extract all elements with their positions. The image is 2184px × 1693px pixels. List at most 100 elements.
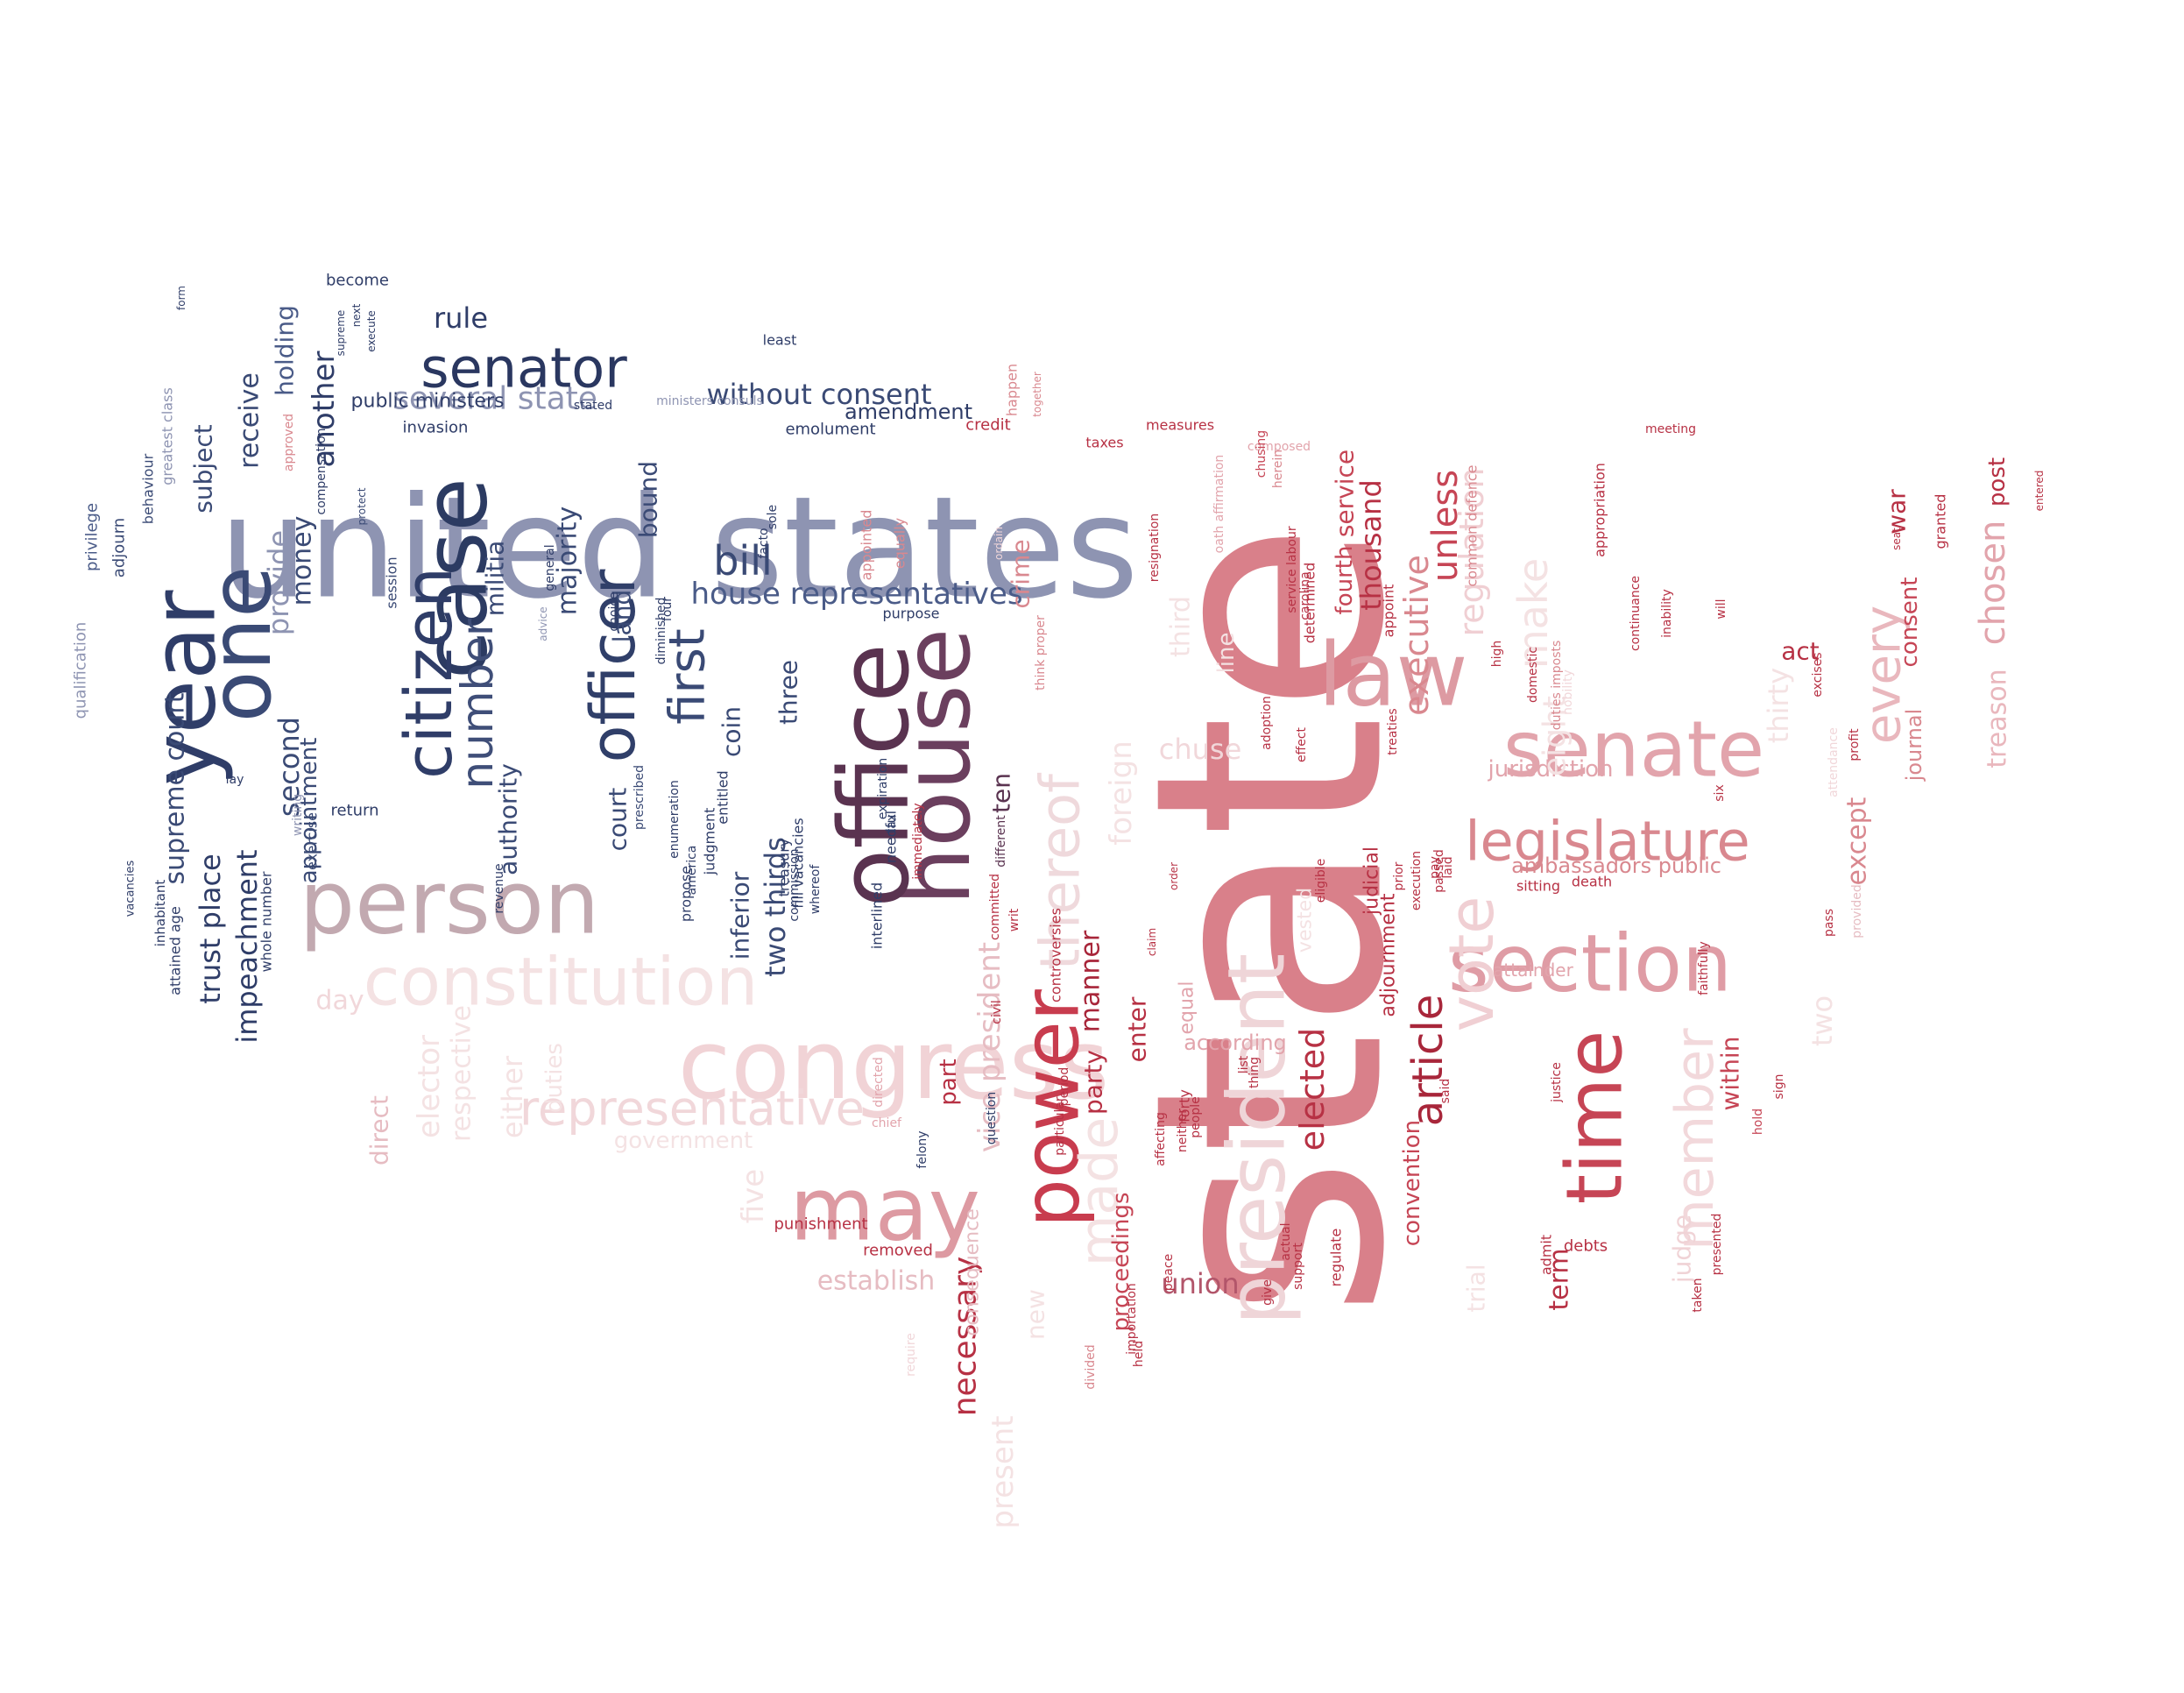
word-equally: equally [892, 518, 908, 569]
word-people: people [1189, 1096, 1203, 1137]
word-provide: provide [262, 530, 295, 635]
word-duties-imposts: duties imposts [1550, 641, 1564, 731]
word-power: power [1007, 988, 1097, 1228]
word-three: three [774, 660, 803, 725]
word-unless: unless [1425, 470, 1466, 582]
word-article: article [1403, 995, 1452, 1127]
word-interlined: interlined [869, 882, 886, 949]
word-line: line [1213, 633, 1240, 674]
word-treaties: treaties [1386, 708, 1400, 754]
word-senator: senator [421, 336, 627, 400]
word-receive: receive [235, 372, 265, 469]
word-respective: respective [447, 1005, 477, 1142]
word-six: six [1713, 784, 1727, 801]
word-approved: approved [282, 414, 296, 471]
word-measures: measures [1146, 417, 1214, 434]
word-judicial: judicial [1361, 846, 1383, 916]
word-according: according [1184, 1031, 1287, 1055]
word-said: said [1438, 1079, 1452, 1104]
word-vice-president: vice president [972, 942, 1007, 1152]
word-facto: facto [757, 528, 771, 558]
word-jurisdiction: jurisdiction [1488, 756, 1614, 783]
word-first: first [660, 628, 717, 724]
word-happen: happen [1004, 364, 1021, 416]
word-may: may [789, 1158, 980, 1261]
word-nobility: nobility [1561, 669, 1575, 715]
word-adjournment: adjournment [1378, 893, 1400, 1017]
word-elector: elector [412, 1035, 447, 1138]
word-hold: hold [1751, 1109, 1765, 1135]
word-thing: thing [1247, 1057, 1262, 1088]
word-laid: laid [1441, 856, 1455, 878]
word-subject: subject [189, 424, 218, 514]
word-four: four [661, 597, 675, 621]
word-regulation: regulation [1452, 467, 1491, 636]
word-lay: lay [226, 773, 244, 787]
word-require: require [904, 1333, 918, 1377]
word-ambassadors-public: ambassadors public [1511, 854, 1721, 878]
word-seat: seat [1891, 528, 1903, 550]
word-vote: vote [1436, 896, 1508, 1032]
word-qualification: qualification [72, 622, 90, 719]
word-taxes: taxes [1085, 435, 1123, 451]
word-form: form [175, 286, 187, 310]
word-party: party [1079, 1050, 1108, 1115]
word-sole: sole [766, 505, 780, 529]
word-revenue: revenue [492, 863, 506, 913]
word-think-proper: think proper [1034, 615, 1048, 691]
word-eight: eight [1537, 696, 1573, 776]
word-credit: credit [965, 416, 1010, 435]
word-order: order [1168, 862, 1180, 890]
word-person: person [300, 852, 600, 954]
word-advice: advice [537, 606, 549, 641]
word-directed: directed [872, 1057, 886, 1108]
word-within: within [1716, 1037, 1745, 1111]
word-congress: congress [678, 1009, 1109, 1121]
word-trial: trial [1462, 1264, 1491, 1312]
word-year: year [133, 590, 236, 786]
word-question: question [985, 1092, 999, 1144]
word-new: new [1021, 1289, 1050, 1340]
word-stated: stated [574, 399, 612, 413]
word-particular: particular [1053, 1096, 1067, 1156]
word-immediately: immediately [911, 803, 925, 879]
word-tax: tax [885, 814, 899, 833]
word-legislature: legislature [1465, 810, 1749, 874]
word-peace: peace [1162, 1254, 1176, 1291]
word-appointment: appointment [296, 738, 322, 884]
word-either: either [496, 1055, 529, 1138]
word-appropriation: appropriation [1592, 463, 1608, 557]
word-pay: pay [1428, 856, 1442, 879]
word-consent: consent [1897, 577, 1923, 668]
word-admit: admit [1538, 1235, 1555, 1275]
word-general: general [543, 544, 557, 591]
word-trust-place: trust place [194, 854, 227, 1003]
word-enumeration: enumeration [668, 780, 682, 859]
word-crime: crime [1007, 539, 1035, 608]
word-civil: civil [990, 1000, 1004, 1024]
word-death: death [1572, 874, 1612, 890]
word-behaviour: behaviour [140, 453, 157, 524]
word-meeting: meeting [1645, 422, 1696, 436]
word-one: one [192, 566, 290, 723]
word-purpose: purpose [883, 606, 940, 622]
word-number: number [452, 618, 503, 790]
word-rule: rule [434, 301, 488, 335]
word-appointed: appointed [859, 510, 875, 581]
word-case: case [405, 478, 507, 679]
word-holding: holding [271, 305, 300, 396]
word-writing: writing [291, 794, 305, 836]
word-amendment: amendment [845, 400, 972, 424]
word-punishment: punishment [774, 1215, 867, 1234]
word-service-labour: service labour [1285, 526, 1299, 613]
word-affecting: affecting [1154, 1112, 1168, 1166]
word-house-representatives: house representatives [690, 577, 1022, 612]
word-protect: protect [356, 487, 368, 525]
word-consequence: consequence [962, 1208, 984, 1336]
word-enter: enter [1123, 996, 1152, 1062]
word-expiration: expiration [876, 758, 890, 820]
word-return: return [330, 802, 378, 820]
word-senate: senate [1503, 705, 1764, 795]
word-adjourn: adjourn [110, 518, 129, 577]
